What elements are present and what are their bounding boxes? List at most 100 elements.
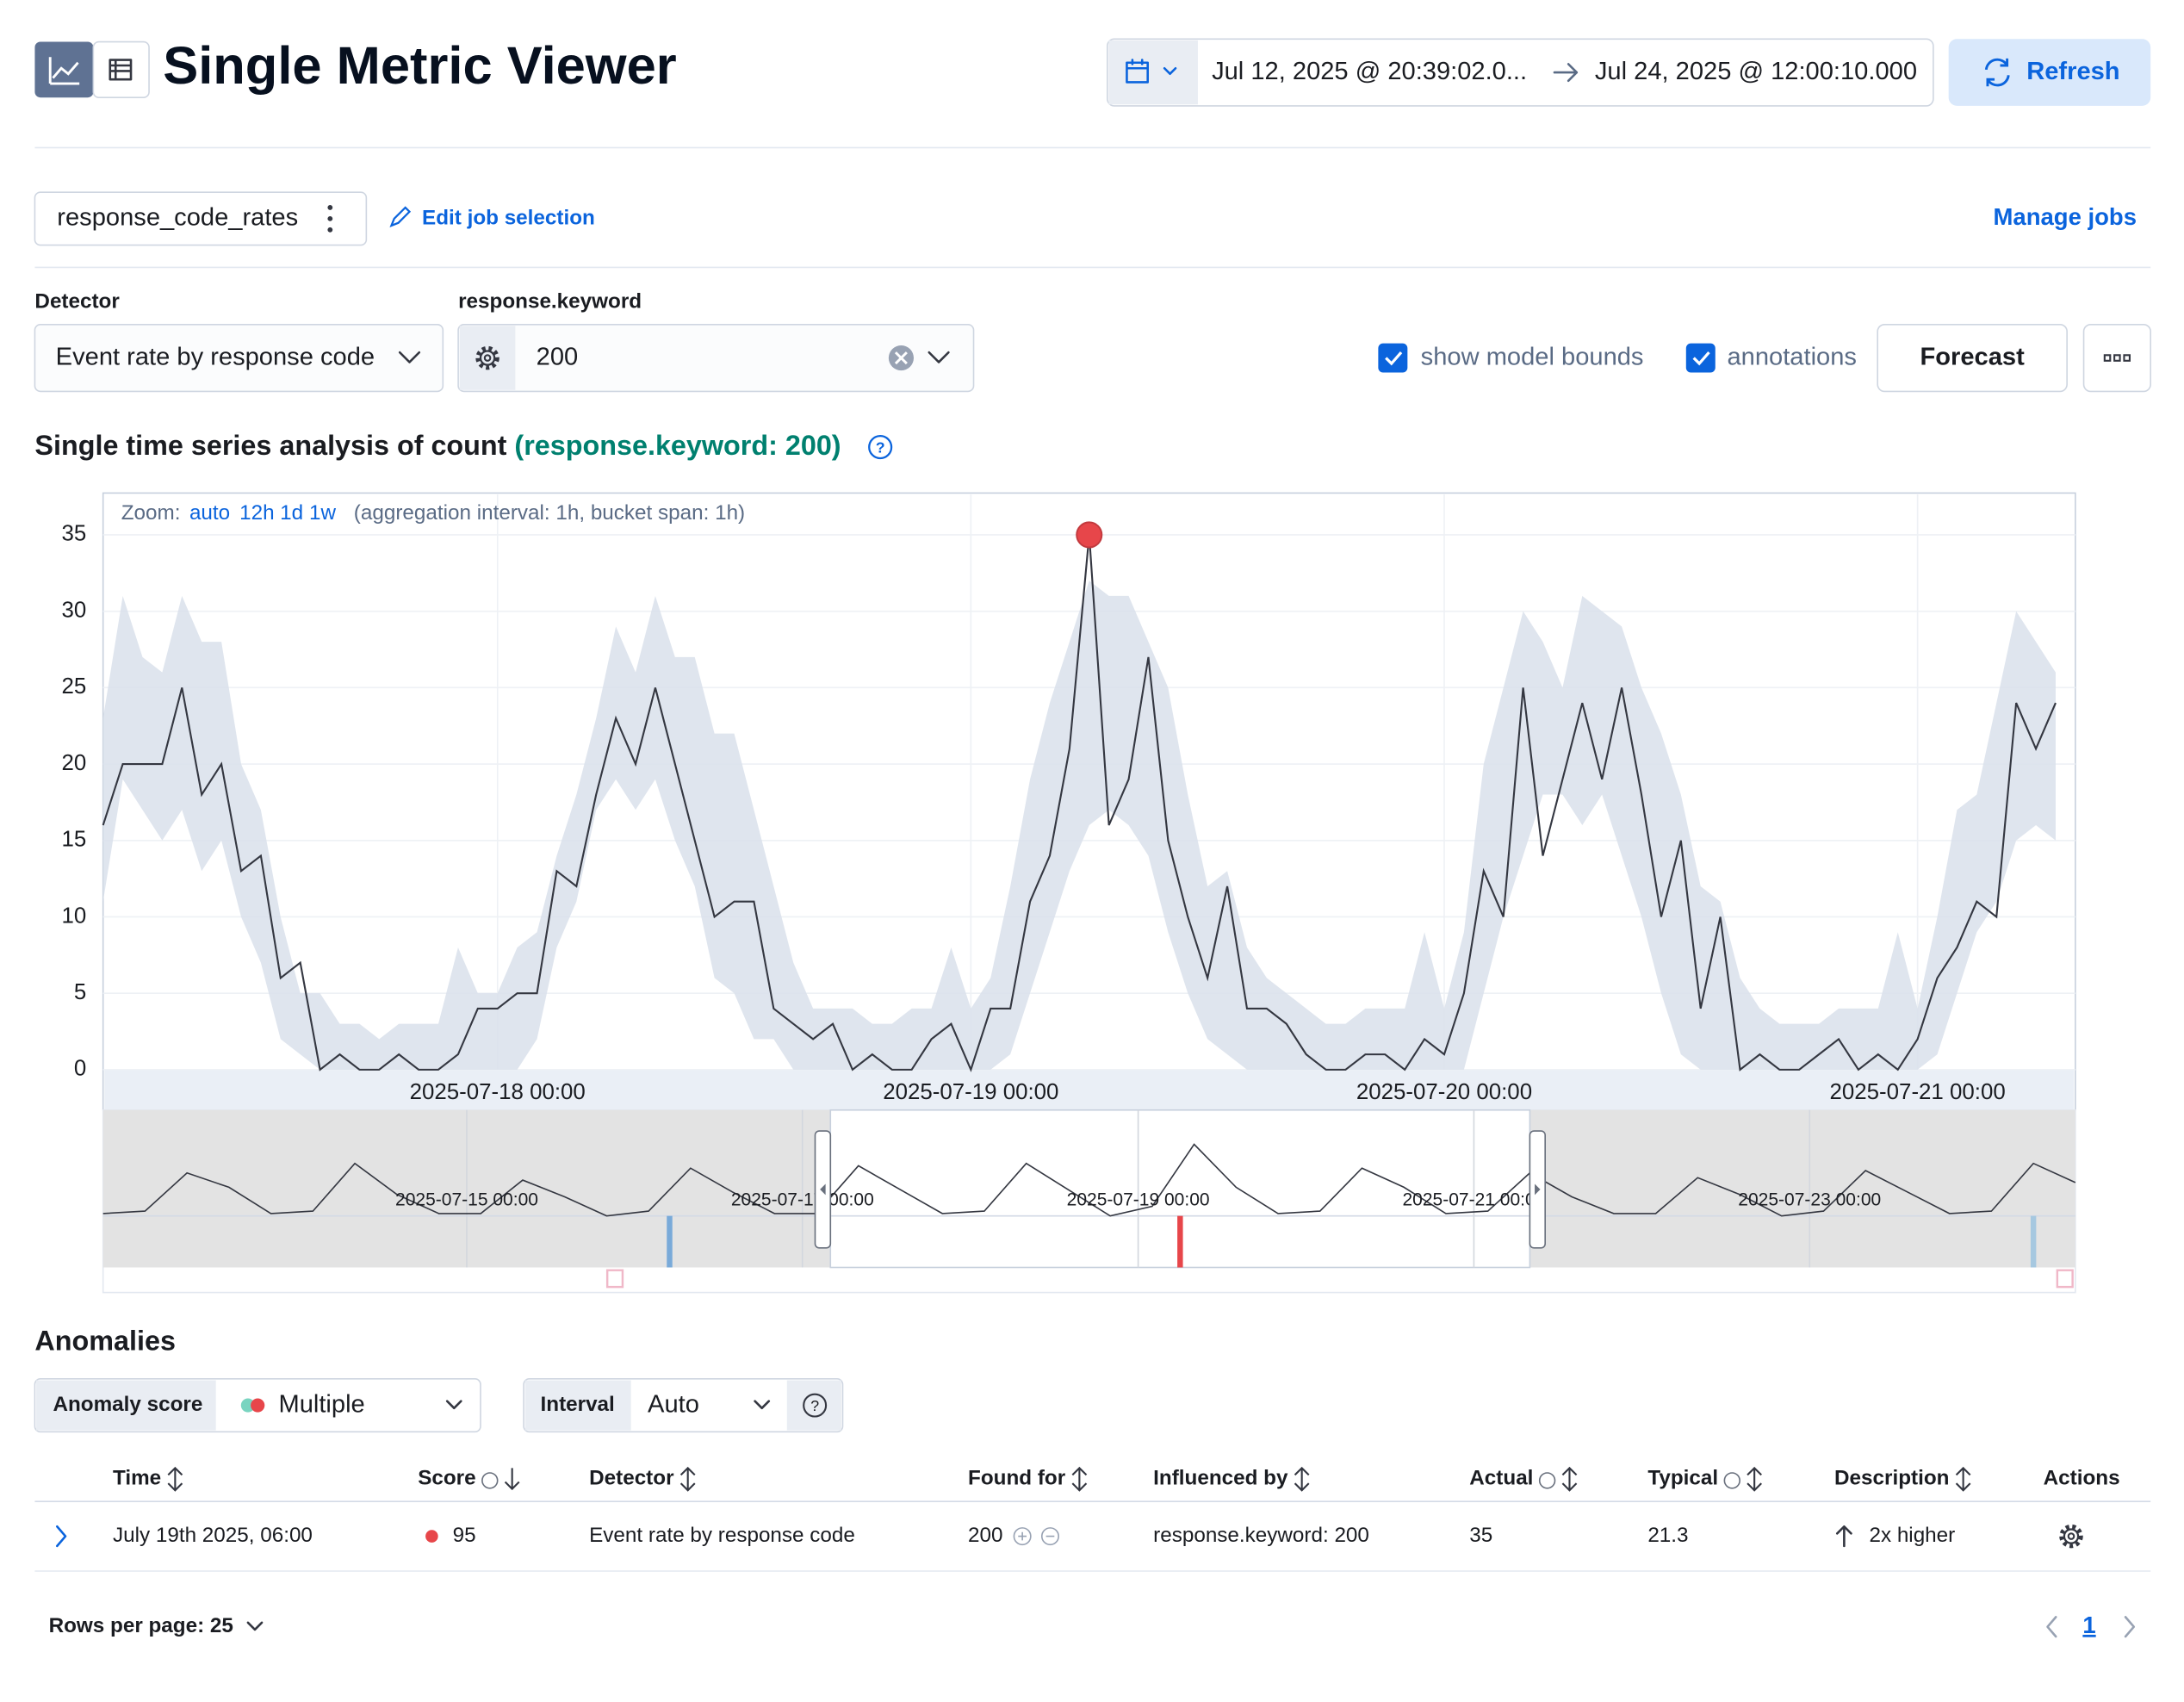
zoom-option[interactable]: 12h [239, 501, 274, 525]
edit-job-link[interactable]: Edit job selection [422, 206, 595, 229]
interval-label: Interval [541, 1393, 615, 1416]
score-label: Anomaly score [53, 1393, 202, 1416]
job-menu-icon[interactable] [327, 205, 333, 233]
more-icon [2103, 354, 2131, 362]
chevron [754, 1400, 771, 1410]
column-header[interactable]: Actual [1469, 1467, 1533, 1490]
checkbox-check [1385, 351, 1403, 366]
table-view-button[interactable] [92, 40, 150, 98]
chevron [445, 1400, 462, 1410]
column-help [1723, 1472, 1740, 1489]
sort-icon [1071, 1466, 1088, 1492]
zoom-option[interactable]: auto [189, 501, 230, 525]
entity-value: 200 [537, 343, 579, 370]
time-from[interactable]: Jul 12, 2025 @ 20:39:02.0... [1212, 58, 1527, 85]
chevron [246, 1621, 264, 1631]
interval-help[interactable] [786, 1380, 841, 1431]
handle-arrow [1535, 1183, 1541, 1196]
swimlane-marker [2030, 1215, 2037, 1268]
chevron [928, 351, 950, 363]
page-title: Single Metric Viewer [163, 36, 676, 96]
column-header[interactable]: Score [418, 1467, 475, 1490]
y-tick-label: 30 [62, 598, 87, 622]
page-number[interactable]: 1 [2082, 1612, 2095, 1638]
view-switch [34, 40, 150, 98]
annotations-checkbox[interactable] [1685, 343, 1716, 373]
table-cell: 95 [453, 1524, 476, 1547]
sort-icon [504, 1468, 520, 1491]
zoom-info: (aggregation interval: 1h, bucket span: … [354, 501, 745, 525]
column-help [1538, 1472, 1556, 1489]
checkbox-check [1692, 351, 1710, 366]
sort-icon [1561, 1466, 1578, 1492]
anomaly-marker[interactable] [1076, 521, 1103, 549]
help-icon [803, 1393, 828, 1418]
chevron [398, 351, 421, 363]
job-badge[interactable] [34, 191, 368, 246]
model-bounds-label[interactable]: show model bounds [1421, 343, 1644, 370]
refresh-button[interactable] [1948, 39, 2151, 106]
sort-icon [1294, 1466, 1310, 1492]
help-glyph: ? [810, 1397, 819, 1414]
gear-icon [475, 345, 499, 370]
column-header[interactable]: Found for [968, 1467, 1066, 1490]
column-header[interactable]: Time [113, 1467, 161, 1490]
rows-per-page[interactable]: Rows per page: 25 [49, 1614, 233, 1637]
manage-jobs-link[interactable]: Manage jobs [1994, 203, 2137, 230]
forecast-button[interactable] [1877, 323, 2068, 393]
detector-label: Detector [34, 289, 120, 313]
model-bounds-checkbox[interactable] [1378, 343, 1408, 373]
arrow-icon [1553, 63, 1579, 83]
column-header[interactable]: Detector [589, 1467, 674, 1490]
column-header[interactable]: Typical [1647, 1467, 1718, 1490]
chart-heading: Single time series analysis of count (re… [34, 430, 841, 461]
annotations-label[interactable]: annotations [1728, 343, 1857, 370]
zoom-option[interactable]: 1w [309, 501, 336, 525]
actual-line [102, 534, 2057, 1072]
table-icon [109, 59, 133, 81]
calendar-icon [1126, 59, 1177, 84]
expand-row[interactable] [56, 1525, 67, 1548]
table-cell: Event rate by response code [589, 1524, 855, 1547]
y-tick-label: 0 [74, 1057, 86, 1081]
column-header[interactable]: Influenced by [1153, 1467, 1288, 1490]
up-arrow [1835, 1525, 1852, 1548]
handle-arrow [820, 1183, 826, 1196]
help-icon[interactable] [868, 434, 893, 460]
context-line [102, 1143, 2076, 1217]
heading-text: Single time series analysis of count [34, 430, 506, 461]
x-tick-label: 2025-07-21 00:00 [1830, 1080, 2006, 1104]
swimlane-marker [667, 1215, 673, 1268]
detector-value: Event rate by response code [56, 343, 375, 370]
sort-icon [679, 1466, 696, 1492]
y-tick-label: 15 [62, 828, 87, 852]
y-tick-label: 10 [62, 904, 87, 928]
date-picker[interactable] [1106, 38, 1934, 107]
table-cell: July 19th 2025, 06:00 [113, 1524, 313, 1547]
next-page[interactable] [2124, 1616, 2136, 1638]
detector-select[interactable] [34, 323, 444, 393]
table-cell: response.keyword: 200 [1153, 1524, 1369, 1547]
sort-icon [167, 1466, 183, 1492]
table-cell: 21.3 [1647, 1524, 1688, 1547]
column-header[interactable]: Description [1834, 1467, 1949, 1490]
pencil-icon [389, 206, 412, 227]
table-cell: 200 [968, 1524, 1002, 1547]
annotation-marker[interactable] [2056, 1269, 2074, 1289]
time-to[interactable]: Jul 24, 2025 @ 12:00:10.000 [1595, 58, 1917, 85]
score-prepend [36, 1380, 216, 1431]
job-id: response_code_rates [57, 204, 298, 232]
x-tick-label: 2025-07-20 00:00 [1356, 1080, 1532, 1104]
filter-icons[interactable] [1013, 1527, 1059, 1546]
more-button[interactable] [2082, 323, 2151, 393]
entity-select[interactable] [457, 323, 975, 393]
annotation-marker[interactable] [605, 1269, 624, 1289]
row-actions[interactable] [2059, 1524, 2083, 1549]
zoom-label: Zoom: [121, 501, 181, 525]
zoom-option[interactable]: 1d [280, 501, 303, 525]
date-quick-menu[interactable] [1108, 40, 1198, 105]
chart-icon [48, 57, 80, 85]
prev-page[interactable] [2046, 1616, 2057, 1638]
y-tick-label: 5 [74, 980, 86, 1004]
